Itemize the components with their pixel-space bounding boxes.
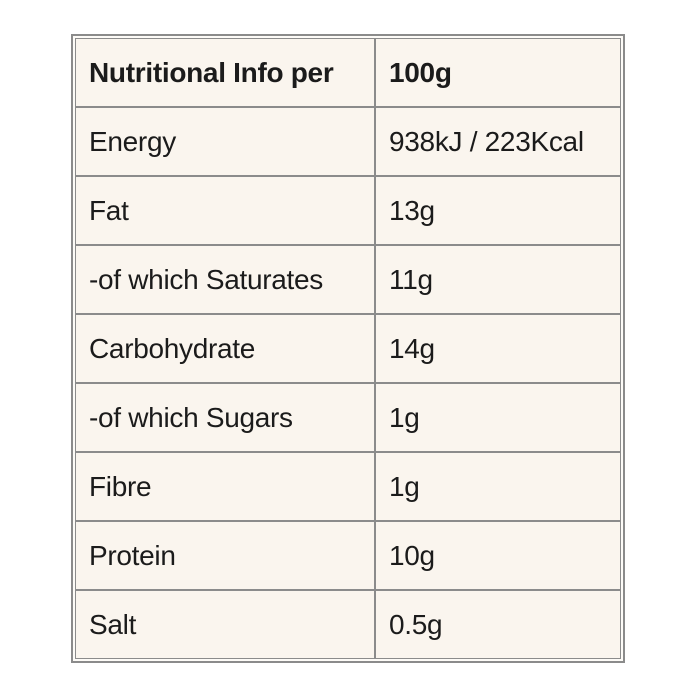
table-header-row: Nutritional Info per 100g	[75, 38, 621, 107]
row-value-cell: 0.5g	[375, 590, 621, 659]
row-label-cell: Energy	[75, 107, 375, 176]
nutrition-table-container: Nutritional Info per 100g Energy 938kJ /…	[71, 34, 625, 663]
row-value-cell: 14g	[375, 314, 621, 383]
row-label-cell: -of which Sugars	[75, 383, 375, 452]
row-label-cell: Fat	[75, 176, 375, 245]
table-body: Energy 938kJ / 223Kcal Fat 13g -of which…	[75, 107, 621, 659]
row-value-cell: 938kJ / 223Kcal	[375, 107, 621, 176]
table-row: -of which Sugars 1g	[75, 383, 621, 452]
row-value-cell: 13g	[375, 176, 621, 245]
row-label-cell: Carbohydrate	[75, 314, 375, 383]
table-row: Salt 0.5g	[75, 590, 621, 659]
header-value-cell: 100g	[375, 38, 621, 107]
row-value-cell: 1g	[375, 383, 621, 452]
table-row: Fibre 1g	[75, 452, 621, 521]
table-row: Fat 13g	[75, 176, 621, 245]
header-label-cell: Nutritional Info per	[75, 38, 375, 107]
table-row: Protein 10g	[75, 521, 621, 590]
table-row: -of which Saturates 11g	[75, 245, 621, 314]
table-row: Carbohydrate 14g	[75, 314, 621, 383]
row-label-cell: Salt	[75, 590, 375, 659]
row-label-cell: Protein	[75, 521, 375, 590]
row-label-cell: -of which Saturates	[75, 245, 375, 314]
row-label-cell: Fibre	[75, 452, 375, 521]
nutritional-info-table: Nutritional Info per 100g Energy 938kJ /…	[71, 34, 625, 663]
row-value-cell: 11g	[375, 245, 621, 314]
table-row: Energy 938kJ / 223Kcal	[75, 107, 621, 176]
row-value-cell: 10g	[375, 521, 621, 590]
row-value-cell: 1g	[375, 452, 621, 521]
